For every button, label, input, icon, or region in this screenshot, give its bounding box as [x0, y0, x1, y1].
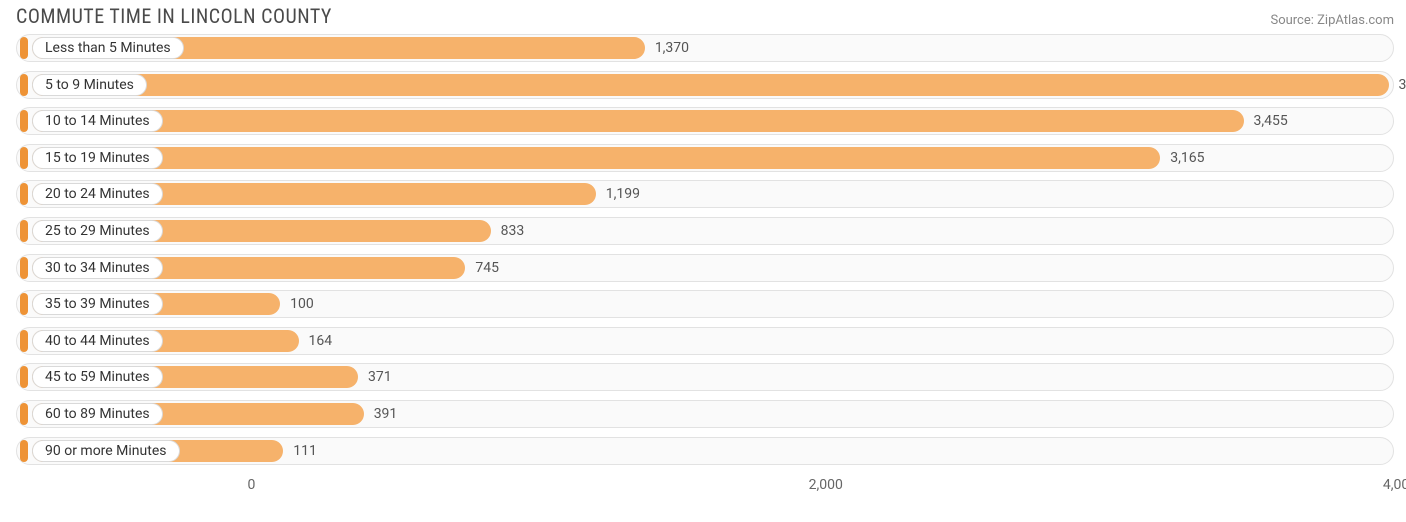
bar-cap	[20, 293, 28, 315]
chart-row: 20 to 24 Minutes 1,199	[6, 180, 1400, 208]
value-label: 1,370	[655, 34, 689, 62]
category-pill: 60 to 89 Minutes	[32, 403, 163, 425]
category-pill: 30 to 34 Minutes	[32, 257, 163, 279]
bar-cap	[20, 74, 28, 96]
chart-row: 60 to 89 Minutes 391	[6, 400, 1400, 428]
bar-cap	[20, 110, 28, 132]
axis-tick-label: 4,000	[1383, 477, 1406, 493]
value-label: 745	[475, 254, 499, 282]
bar-fill	[32, 147, 1160, 169]
chart-row: 15 to 19 Minutes 3,165	[6, 144, 1400, 172]
chart-rows: Less than 5 Minutes1,3705 to 9 Minutes3,…	[6, 34, 1400, 465]
bar-cap	[20, 403, 28, 425]
chart-row: 45 to 59 Minutes 371	[6, 363, 1400, 391]
category-pill: 5 to 9 Minutes	[32, 74, 147, 96]
value-label: 3,165	[1170, 144, 1204, 172]
bar-cap	[20, 147, 28, 169]
bar-fill	[32, 74, 1389, 96]
bar-cap	[20, 366, 28, 388]
chart-title: COMMUTE TIME IN LINCOLN COUNTY	[16, 4, 332, 28]
value-label: 111	[293, 437, 317, 465]
bar-cap	[20, 257, 28, 279]
axis-tick-label: 2,000	[809, 477, 843, 493]
category-pill: 35 to 39 Minutes	[32, 293, 163, 315]
category-pill: 15 to 19 Minutes	[32, 147, 163, 169]
chart-row: 90 or more Minutes 111	[6, 437, 1400, 465]
bar-cap	[20, 37, 28, 59]
value-label: 3,960	[1399, 71, 1406, 99]
category-pill: 45 to 59 Minutes	[32, 366, 163, 388]
value-label: 164	[309, 327, 333, 355]
chart-source: Source: ZipAtlas.com	[1270, 13, 1394, 28]
chart-row: 10 to 14 Minutes 3,455	[6, 107, 1400, 135]
category-pill: 90 or more Minutes	[32, 440, 180, 462]
category-pill: 20 to 24 Minutes	[32, 183, 163, 205]
category-pill: Less than 5 Minutes	[32, 37, 184, 59]
bar-cap	[20, 183, 28, 205]
chart-row: 40 to 44 Minutes 164	[6, 327, 1400, 355]
chart-row: 30 to 34 Minutes 745	[6, 254, 1400, 282]
commute-time-chart: COMMUTE TIME IN LINCOLN COUNTY Source: Z…	[0, 0, 1406, 501]
bar-fill	[32, 110, 1244, 132]
bar-cap	[20, 330, 28, 352]
chart-row: 35 to 39 Minutes 100	[6, 290, 1400, 318]
chart-row: 25 to 29 Minutes 833	[6, 217, 1400, 245]
category-pill: 25 to 29 Minutes	[32, 220, 163, 242]
value-label: 1,199	[606, 180, 640, 208]
value-label: 100	[290, 290, 314, 318]
value-label: 833	[501, 217, 525, 245]
chart-row: 5 to 9 Minutes3,960	[6, 71, 1400, 99]
value-label: 371	[368, 363, 392, 391]
chart-header: COMMUTE TIME IN LINCOLN COUNTY Source: Z…	[6, 4, 1400, 34]
value-label: 3,455	[1254, 107, 1288, 135]
axis-tick-label: 0	[247, 477, 255, 493]
bar-cap	[20, 220, 28, 242]
category-pill: 40 to 44 Minutes	[32, 330, 163, 352]
chart-axis: 02,0004,000	[6, 473, 1400, 501]
bar-cap	[20, 440, 28, 462]
chart-row: Less than 5 Minutes 1,370	[6, 34, 1400, 62]
value-label: 391	[374, 400, 398, 428]
category-pill: 10 to 14 Minutes	[32, 110, 163, 132]
